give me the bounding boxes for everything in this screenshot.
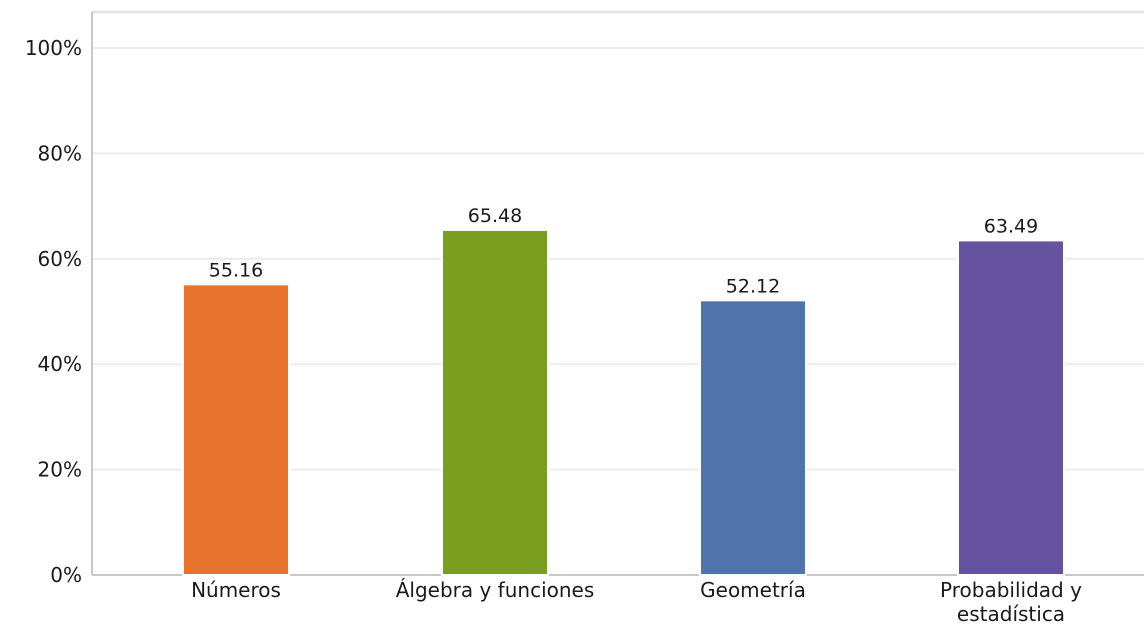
y-tick-label: 60%: [38, 247, 82, 271]
x-tick-label: Números: [191, 578, 281, 602]
bar: [699, 299, 807, 576]
data-label: 52.12: [726, 275, 780, 297]
bar: [957, 239, 1065, 576]
y-tick-label: 20%: [38, 458, 82, 482]
y-tick-label: 100%: [25, 36, 82, 60]
data-label: 55.16: [209, 259, 263, 281]
x-tick-label: Geometría: [700, 578, 806, 602]
y-tick-label: 0%: [50, 563, 82, 587]
bar: [182, 283, 290, 576]
x-tick-label: Álgebra y funciones: [396, 578, 595, 602]
y-tick-label: 40%: [38, 352, 82, 376]
y-tick-label: 80%: [38, 141, 82, 165]
bar: [441, 228, 549, 576]
x-tick-label: Probabilidad y: [940, 578, 1082, 602]
data-label: 63.49: [984, 215, 1038, 237]
data-label: 65.48: [468, 205, 522, 227]
x-tick-label: estadística: [957, 602, 1065, 625]
